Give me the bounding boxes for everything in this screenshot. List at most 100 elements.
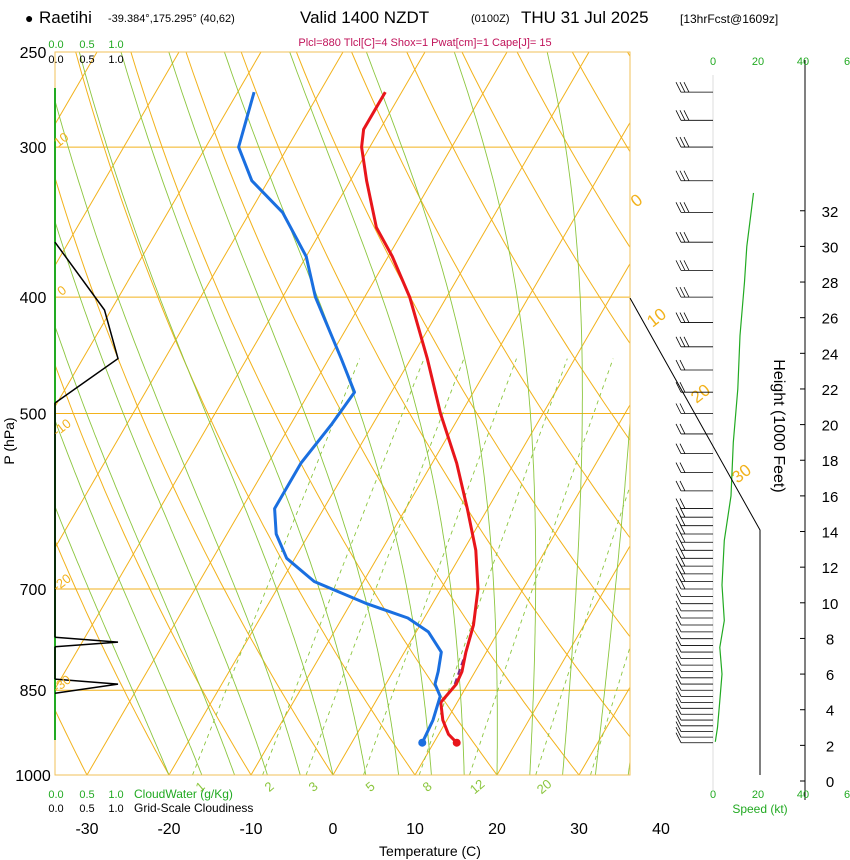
wind-barb-flag <box>675 170 682 181</box>
wind-barb-flag <box>675 555 682 567</box>
wind-barb <box>675 571 713 582</box>
wind-barb-flag <box>675 498 682 509</box>
wind-barb-flag <box>675 260 682 271</box>
height-tick-label: 20 <box>822 418 839 435</box>
surface-temperature-dot <box>452 738 461 747</box>
isotherm-line <box>55 52 180 267</box>
mixing-ratio-line <box>192 358 361 775</box>
height-tick-label: 26 <box>822 311 839 328</box>
skew-boundary-line <box>629 297 761 775</box>
pressure-tick-label: 250 <box>20 45 47 62</box>
wind-barb <box>675 673 713 685</box>
wind-barb-flag <box>683 136 690 148</box>
isotherm-line <box>414 403 630 775</box>
wind-barb-flag <box>675 443 682 454</box>
wind-barb <box>675 709 713 721</box>
wind-barb <box>675 359 713 371</box>
mixing-ratio-line <box>469 358 614 775</box>
wind-barb-flag <box>675 635 682 646</box>
wind-barb <box>675 336 713 348</box>
height-tick-label: 28 <box>822 275 839 292</box>
temperature-tick-label: -10 <box>239 821 262 838</box>
dry-adiabat-line <box>75 52 416 775</box>
wind-barb <box>675 548 713 559</box>
wind-barb <box>675 654 713 666</box>
mixing-ratio-label: 5 <box>363 778 378 794</box>
height-tick-label: 10 <box>822 596 839 613</box>
wind-barb-flag <box>683 260 690 271</box>
wind-barb-flag <box>675 507 682 518</box>
mixing-ratio-line <box>647 359 774 775</box>
wind-barb <box>675 507 713 518</box>
parcel-indices: Plcl=880 Tlcl[C]=4 Shox=1 Pwat[cm]=1 Cap… <box>298 37 552 49</box>
wind-barb <box>675 202 713 213</box>
mixing-ratio-line <box>418 358 568 775</box>
temperature-tick-label: 0 <box>329 821 338 838</box>
wind-barb-flag <box>679 382 686 393</box>
dry-adiabat-line <box>793 52 850 775</box>
height-axis-label: Height (1000 Feet) <box>770 359 787 492</box>
cloudwater-scale-top: 1.0 <box>108 39 123 51</box>
wind-barb-flag <box>679 336 686 348</box>
mixing-ratio-label: 2 <box>262 778 277 794</box>
pressure-tick-label: 700 <box>20 582 47 599</box>
dry-adiabat-line <box>0 52 5 775</box>
speed-scale-bottom: 20 <box>752 789 764 801</box>
dry-adiabat-line <box>351 52 630 539</box>
wind-barb-flag <box>679 260 686 271</box>
height-tick-label: 24 <box>822 346 839 363</box>
wind-barb-flag <box>675 578 682 590</box>
wind-barb <box>675 462 713 474</box>
wind-barb-flag <box>675 661 682 672</box>
cloudwater-scale-bottom: 1.0 <box>108 789 123 801</box>
temperature-tick-label: 30 <box>570 821 588 838</box>
pressure-tick-label: 300 <box>20 140 47 157</box>
dry-adiabat-line <box>295 52 630 638</box>
wind-barb <box>675 641 713 653</box>
wind-barb-flag <box>683 110 690 121</box>
station-name: Raetihi <box>39 8 92 27</box>
cloudiness-scale-bottom: 0.5 <box>79 803 94 815</box>
wind-barb-flag <box>679 231 686 243</box>
forecast-info: [13hrFcst@1609z] <box>680 12 779 26</box>
speed-scale-top: 40 <box>797 56 809 68</box>
height-tick-label: 14 <box>822 525 839 542</box>
wind-barb-flag <box>675 709 682 721</box>
wind-barb-flag <box>683 336 690 348</box>
wind-barb-flag <box>675 732 682 743</box>
wind-barb <box>675 607 713 619</box>
mixing-ratio-label: 12 <box>467 776 488 797</box>
wind-barb-flag <box>675 680 682 691</box>
wind-barb-flag <box>675 673 682 685</box>
isotherm-line <box>332 262 630 775</box>
wind-barb-flag <box>675 403 682 414</box>
wind-barb <box>675 648 713 660</box>
height-tick-label: 2 <box>826 738 834 755</box>
mixing-ratio-line <box>363 358 517 775</box>
moist-adiabat-line <box>365 52 498 775</box>
surface-dewpoint-dot <box>418 738 427 747</box>
mixing-ratio-label: 8 <box>420 778 435 794</box>
moist-adiabat-line <box>78 52 334 775</box>
cloudwater-scale-bottom: 0.5 <box>79 789 94 801</box>
speed-scale-bottom: 40 <box>797 789 809 801</box>
isotherm-label: -10 <box>50 416 74 439</box>
station-coords: -39.384°,175.295° (40,62) <box>108 13 235 25</box>
wind-barb-flag <box>675 563 682 575</box>
moist-adiabat-line <box>594 416 630 775</box>
moist-adiabat-line <box>546 52 583 775</box>
wind-barb-flag <box>679 507 686 518</box>
wind-barb <box>675 715 713 727</box>
moist-adiabat-line <box>453 52 537 775</box>
cloudwater-scale-top: 0.5 <box>79 39 94 51</box>
temperature-tick-label: 40 <box>652 821 670 838</box>
moist-adiabat-line <box>55 220 268 775</box>
wind-barb-flag <box>679 170 686 181</box>
moist-adiabat-line <box>55 324 236 775</box>
utc-time: (0100Z) <box>471 13 510 25</box>
wind-barb-flag <box>675 721 682 732</box>
wind-barb <box>675 443 713 455</box>
wind-barb-flag <box>679 286 686 298</box>
pressure-tick-label: 400 <box>20 290 47 307</box>
